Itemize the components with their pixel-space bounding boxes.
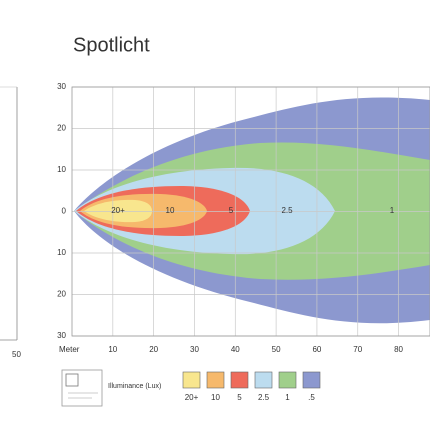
y-tick-label: 0: [62, 207, 67, 216]
region-label: 5: [229, 206, 234, 215]
x-axis-label: Meter: [59, 345, 80, 354]
legend-swatch: [302, 371, 321, 389]
legend-swatch: [254, 371, 273, 389]
legend-label: .5: [308, 393, 315, 402]
y-tick-label: 30: [57, 82, 66, 91]
legend-icon: [65, 373, 79, 387]
legend-label: 2.5: [258, 393, 270, 402]
region-label: 10: [166, 206, 175, 215]
contours: [74, 97, 430, 324]
y-tick-label: 20: [57, 290, 66, 299]
x-tick-label: 60: [312, 345, 321, 354]
legend-label: 20+: [185, 393, 199, 402]
x-tick-label: 20: [149, 345, 158, 354]
legend-swatch: [230, 371, 249, 389]
x-tick-label: 50: [272, 345, 281, 354]
region-label: 1: [390, 206, 395, 215]
legend-title: Illuminance (Lux): [108, 383, 161, 390]
legend-swatch: [182, 371, 201, 389]
chart-title: Spotlicht: [73, 34, 150, 56]
legend-swatch: [206, 371, 225, 389]
legend-label: 10: [211, 393, 220, 402]
legend-icon: [61, 369, 103, 407]
legend-label: 5: [237, 393, 242, 402]
y-tick-label: 20: [57, 124, 66, 133]
legend-swatch: [278, 371, 297, 389]
x-tick-label: 10: [108, 345, 117, 354]
contour-region: [84, 199, 152, 223]
legend-label: 1: [285, 393, 290, 402]
y-tick-label: 10: [57, 248, 66, 257]
region-label: 20+: [111, 206, 125, 215]
x-tick-label: 70: [353, 345, 362, 354]
y-tick-label: 30: [57, 331, 66, 340]
x-tick-label: 30: [190, 345, 199, 354]
x-tick-label: 80: [394, 345, 403, 354]
left-tick-label: 50: [12, 350, 21, 359]
plot-frame: [71, 86, 430, 337]
region-label: 2.5: [281, 206, 293, 215]
y-tick-label: 10: [57, 165, 66, 174]
x-tick-label: 40: [231, 345, 240, 354]
